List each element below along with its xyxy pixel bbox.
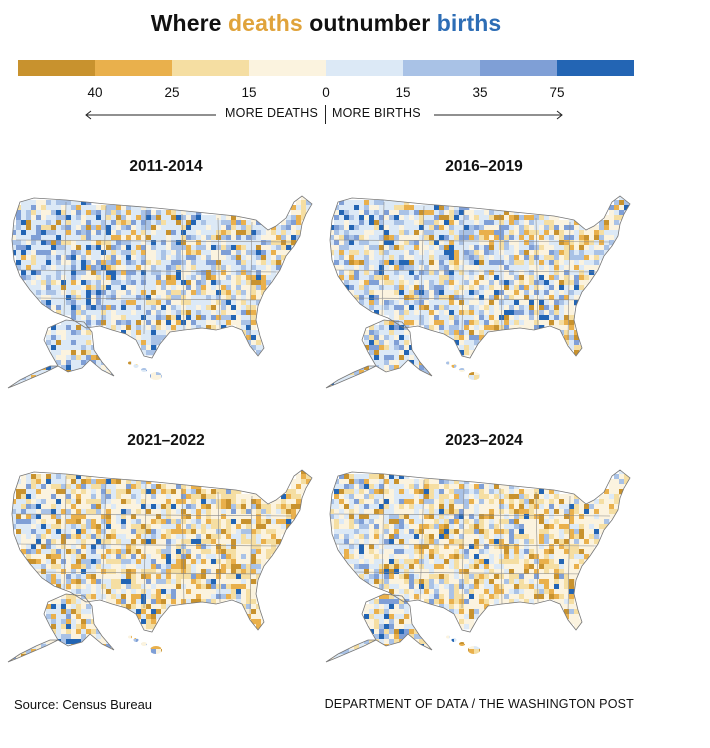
panel-title: 2016–2019	[445, 158, 523, 175]
legend-direction: MORE DEATHS MORE BIRTHS	[0, 105, 710, 125]
legend-tick: 25	[164, 85, 180, 100]
legend-tick: 35	[472, 85, 488, 100]
more-deaths-label: MORE DEATHS	[225, 106, 318, 120]
panel-title: 2021–2022	[127, 432, 205, 449]
legend-tick: 15	[241, 85, 257, 100]
us-county-map	[325, 469, 631, 663]
direction-arrows	[85, 110, 563, 120]
panel-title: 2011-2014	[129, 158, 203, 175]
map-panel-2023-2024: 2023–2024	[324, 432, 644, 672]
chart-title: Where deaths outnumber births	[0, 10, 652, 37]
title-prefix: Where	[150, 10, 229, 36]
credit-line: DEPARTMENT OF DATA / THE WASHINGTON POST	[324, 697, 634, 711]
legend-swatch	[95, 60, 172, 76]
title-births-word: births	[436, 10, 502, 36]
legend-swatch	[557, 60, 634, 76]
us-county-map	[7, 469, 313, 663]
color-scale-legend	[18, 60, 634, 76]
legend-tick: 0	[322, 85, 330, 100]
map-panel-2016-2019: 2016–2019	[324, 158, 644, 398]
us-county-map	[7, 195, 313, 389]
title-middle: outnumber	[302, 10, 437, 36]
us-county-map	[325, 195, 631, 389]
legend-divider	[325, 105, 326, 124]
legend-swatch	[18, 60, 95, 76]
legend-swatch	[249, 60, 326, 76]
legend-swatch	[172, 60, 249, 76]
legend-swatch	[480, 60, 557, 76]
more-births-label: MORE BIRTHS	[332, 106, 421, 120]
panel-title: 2023–2024	[445, 432, 523, 449]
legend-swatch	[326, 60, 403, 76]
source-note: Source: Census Bureau	[14, 697, 153, 712]
legend-tick: 15	[395, 85, 411, 100]
map-panel-2021-2022: 2021–2022	[6, 432, 326, 672]
map-panel-2011-2014: 2011-2014	[6, 158, 326, 398]
legend-tick: 40	[87, 85, 103, 100]
legend-swatch	[403, 60, 480, 76]
legend-ticks: 40 25 15 0 15 35 75	[0, 85, 710, 103]
title-deaths-word: deaths	[228, 10, 303, 36]
legend-tick: 75	[549, 85, 565, 100]
